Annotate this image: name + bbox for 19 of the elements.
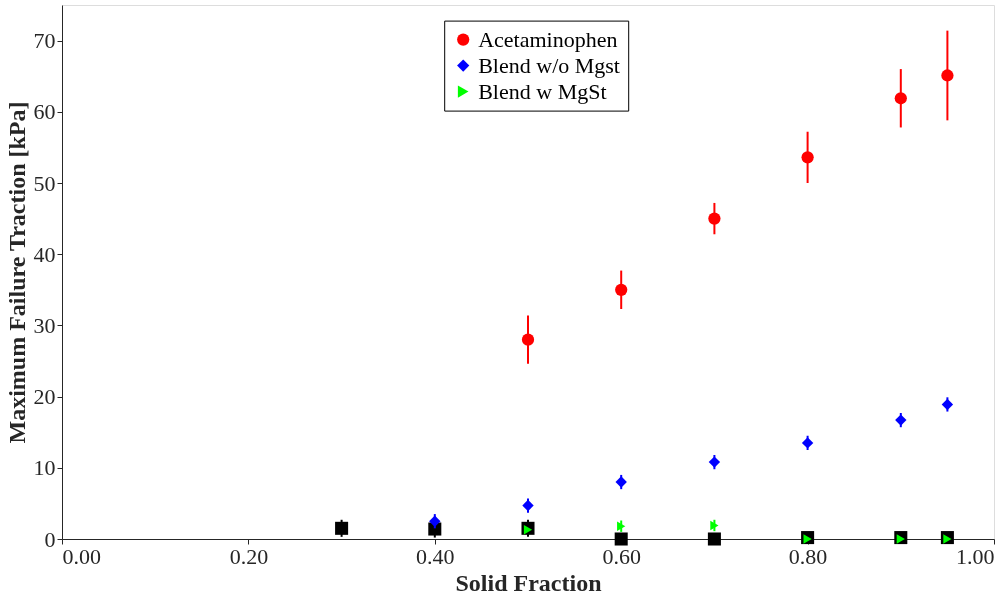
y-tick-label: 0 [44, 526, 56, 552]
legend-label: Blend w/o Mgst [478, 52, 620, 78]
legend-label: Acetaminophen [478, 26, 618, 52]
x-tick-label: 0.80 [788, 543, 828, 569]
x-tick-label: 0.40 [416, 543, 455, 569]
x-tick-label: 0.60 [602, 543, 641, 569]
x-axis-title: Solid Fraction [455, 569, 602, 596]
x-tick-label: 0.00 [62, 543, 101, 569]
y-tick-label: 20 [33, 384, 56, 410]
legend-label: Blend w MgSt [478, 78, 607, 104]
y-tick-label: 30 [33, 312, 56, 338]
y-tick-label: 10 [33, 455, 56, 481]
y-tick-label: 40 [33, 241, 56, 267]
y-tick-label: 50 [33, 170, 56, 196]
y-axis-title: Maximum Failure Traction [kPa] [3, 101, 30, 444]
x-tick-label: 1.00 [956, 543, 995, 569]
y-tick-label: 70 [33, 28, 56, 54]
x-tick-label: 0.20 [229, 543, 269, 569]
y-tick-label: 60 [33, 99, 56, 125]
